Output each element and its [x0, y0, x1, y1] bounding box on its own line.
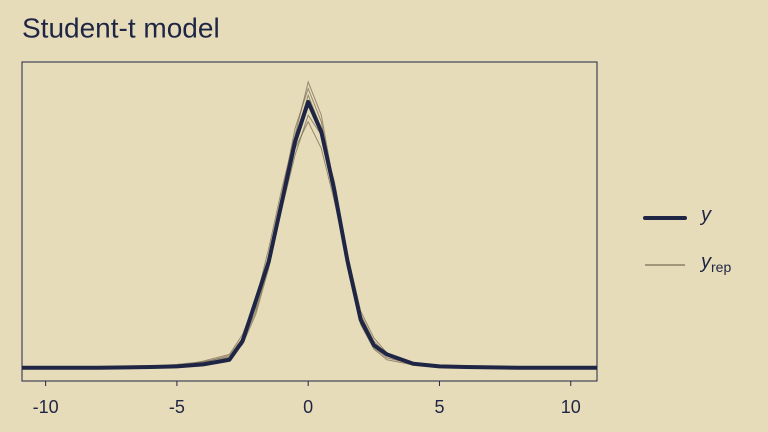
- plot-frame: [21, 61, 598, 382]
- x-tick-label: 10: [561, 397, 581, 417]
- x-tick-label: -10: [33, 397, 59, 417]
- chart-title: Student-t model: [22, 12, 220, 43]
- x-tick-label: 0: [303, 397, 313, 417]
- x-tick-label: -5: [169, 397, 185, 417]
- x-tick-label: 5: [434, 397, 444, 417]
- legend-label: yrep: [699, 251, 731, 274]
- legend-label: y: [699, 204, 712, 226]
- y-line: [22, 99, 597, 370]
